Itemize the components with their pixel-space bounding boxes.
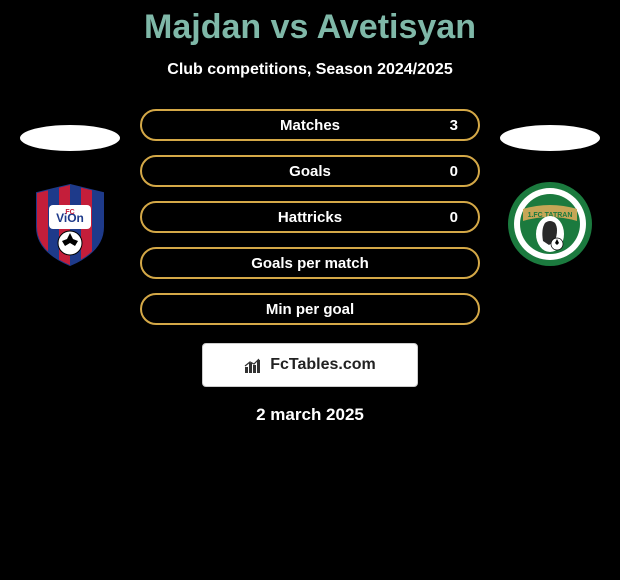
team-left-column: ViOn FC xyxy=(10,125,130,269)
player-oval-right xyxy=(500,125,600,151)
stat-value: 0 xyxy=(450,163,458,180)
stat-row-hattricks: Hattricks 0 xyxy=(140,201,480,233)
svg-text:FC: FC xyxy=(65,209,74,216)
stat-label: Goals xyxy=(289,163,331,180)
stat-value: 0 xyxy=(450,209,458,226)
shield-icon: ViOn FC xyxy=(25,179,115,269)
fctables-text: FcTables.com xyxy=(270,356,376,374)
stat-row-goals: Goals 0 xyxy=(140,155,480,187)
stat-value: 3 xyxy=(450,117,458,134)
stat-label: Min per goal xyxy=(266,301,354,318)
shield-icon: 1.FC TATRAN xyxy=(505,179,595,269)
stat-label: Matches xyxy=(280,117,340,134)
stat-label: Goals per match xyxy=(251,255,369,272)
stat-row-matches: Matches 3 xyxy=(140,109,480,141)
stat-row-goals-per-match: Goals per match xyxy=(140,247,480,279)
date-label: 2 march 2025 xyxy=(0,405,620,425)
fctables-badge[interactable]: FcTables.com xyxy=(202,343,418,387)
player-oval-left xyxy=(20,125,120,151)
bar-chart-icon xyxy=(244,357,264,373)
team-right-column: 1.FC TATRAN xyxy=(490,125,610,269)
stat-label: Hattricks xyxy=(278,209,342,226)
subtitle: Club competitions, Season 2024/2025 xyxy=(0,61,620,79)
team-right-logo: 1.FC TATRAN xyxy=(505,179,595,269)
team-left-logo: ViOn FC xyxy=(25,179,115,269)
stat-row-min-per-goal: Min per goal xyxy=(140,293,480,325)
page-title: Majdan vs Avetisyan xyxy=(0,0,620,47)
